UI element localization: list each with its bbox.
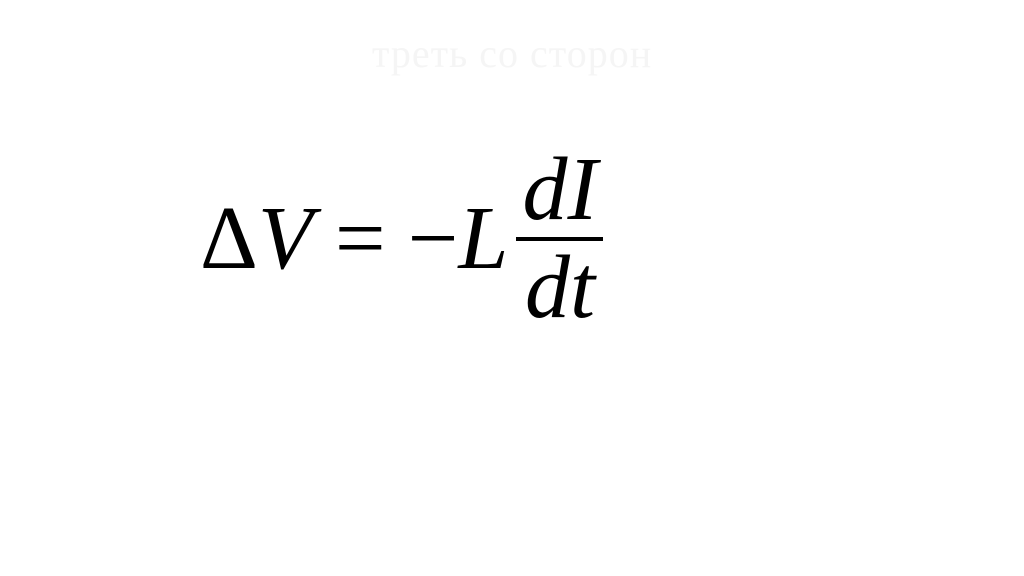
equation: ΔV = −L dI dt [200,145,603,333]
numerator: dI [516,145,603,237]
fraction: dI dt [516,145,603,333]
numerator-var: I [567,140,597,239]
coefficient: L [458,194,508,284]
equals-sign: = [335,194,386,284]
watermark-text: треть со сторон [372,30,652,77]
delta-symbol: Δ [200,194,258,284]
denominator-var: t [570,238,595,337]
numerator-d: d [522,140,567,239]
denominator: dt [519,241,601,333]
denominator-d: d [525,238,570,337]
lhs-variable: V [258,194,313,284]
equation-lhs: ΔV [200,194,313,284]
minus-sign: − [408,194,459,284]
